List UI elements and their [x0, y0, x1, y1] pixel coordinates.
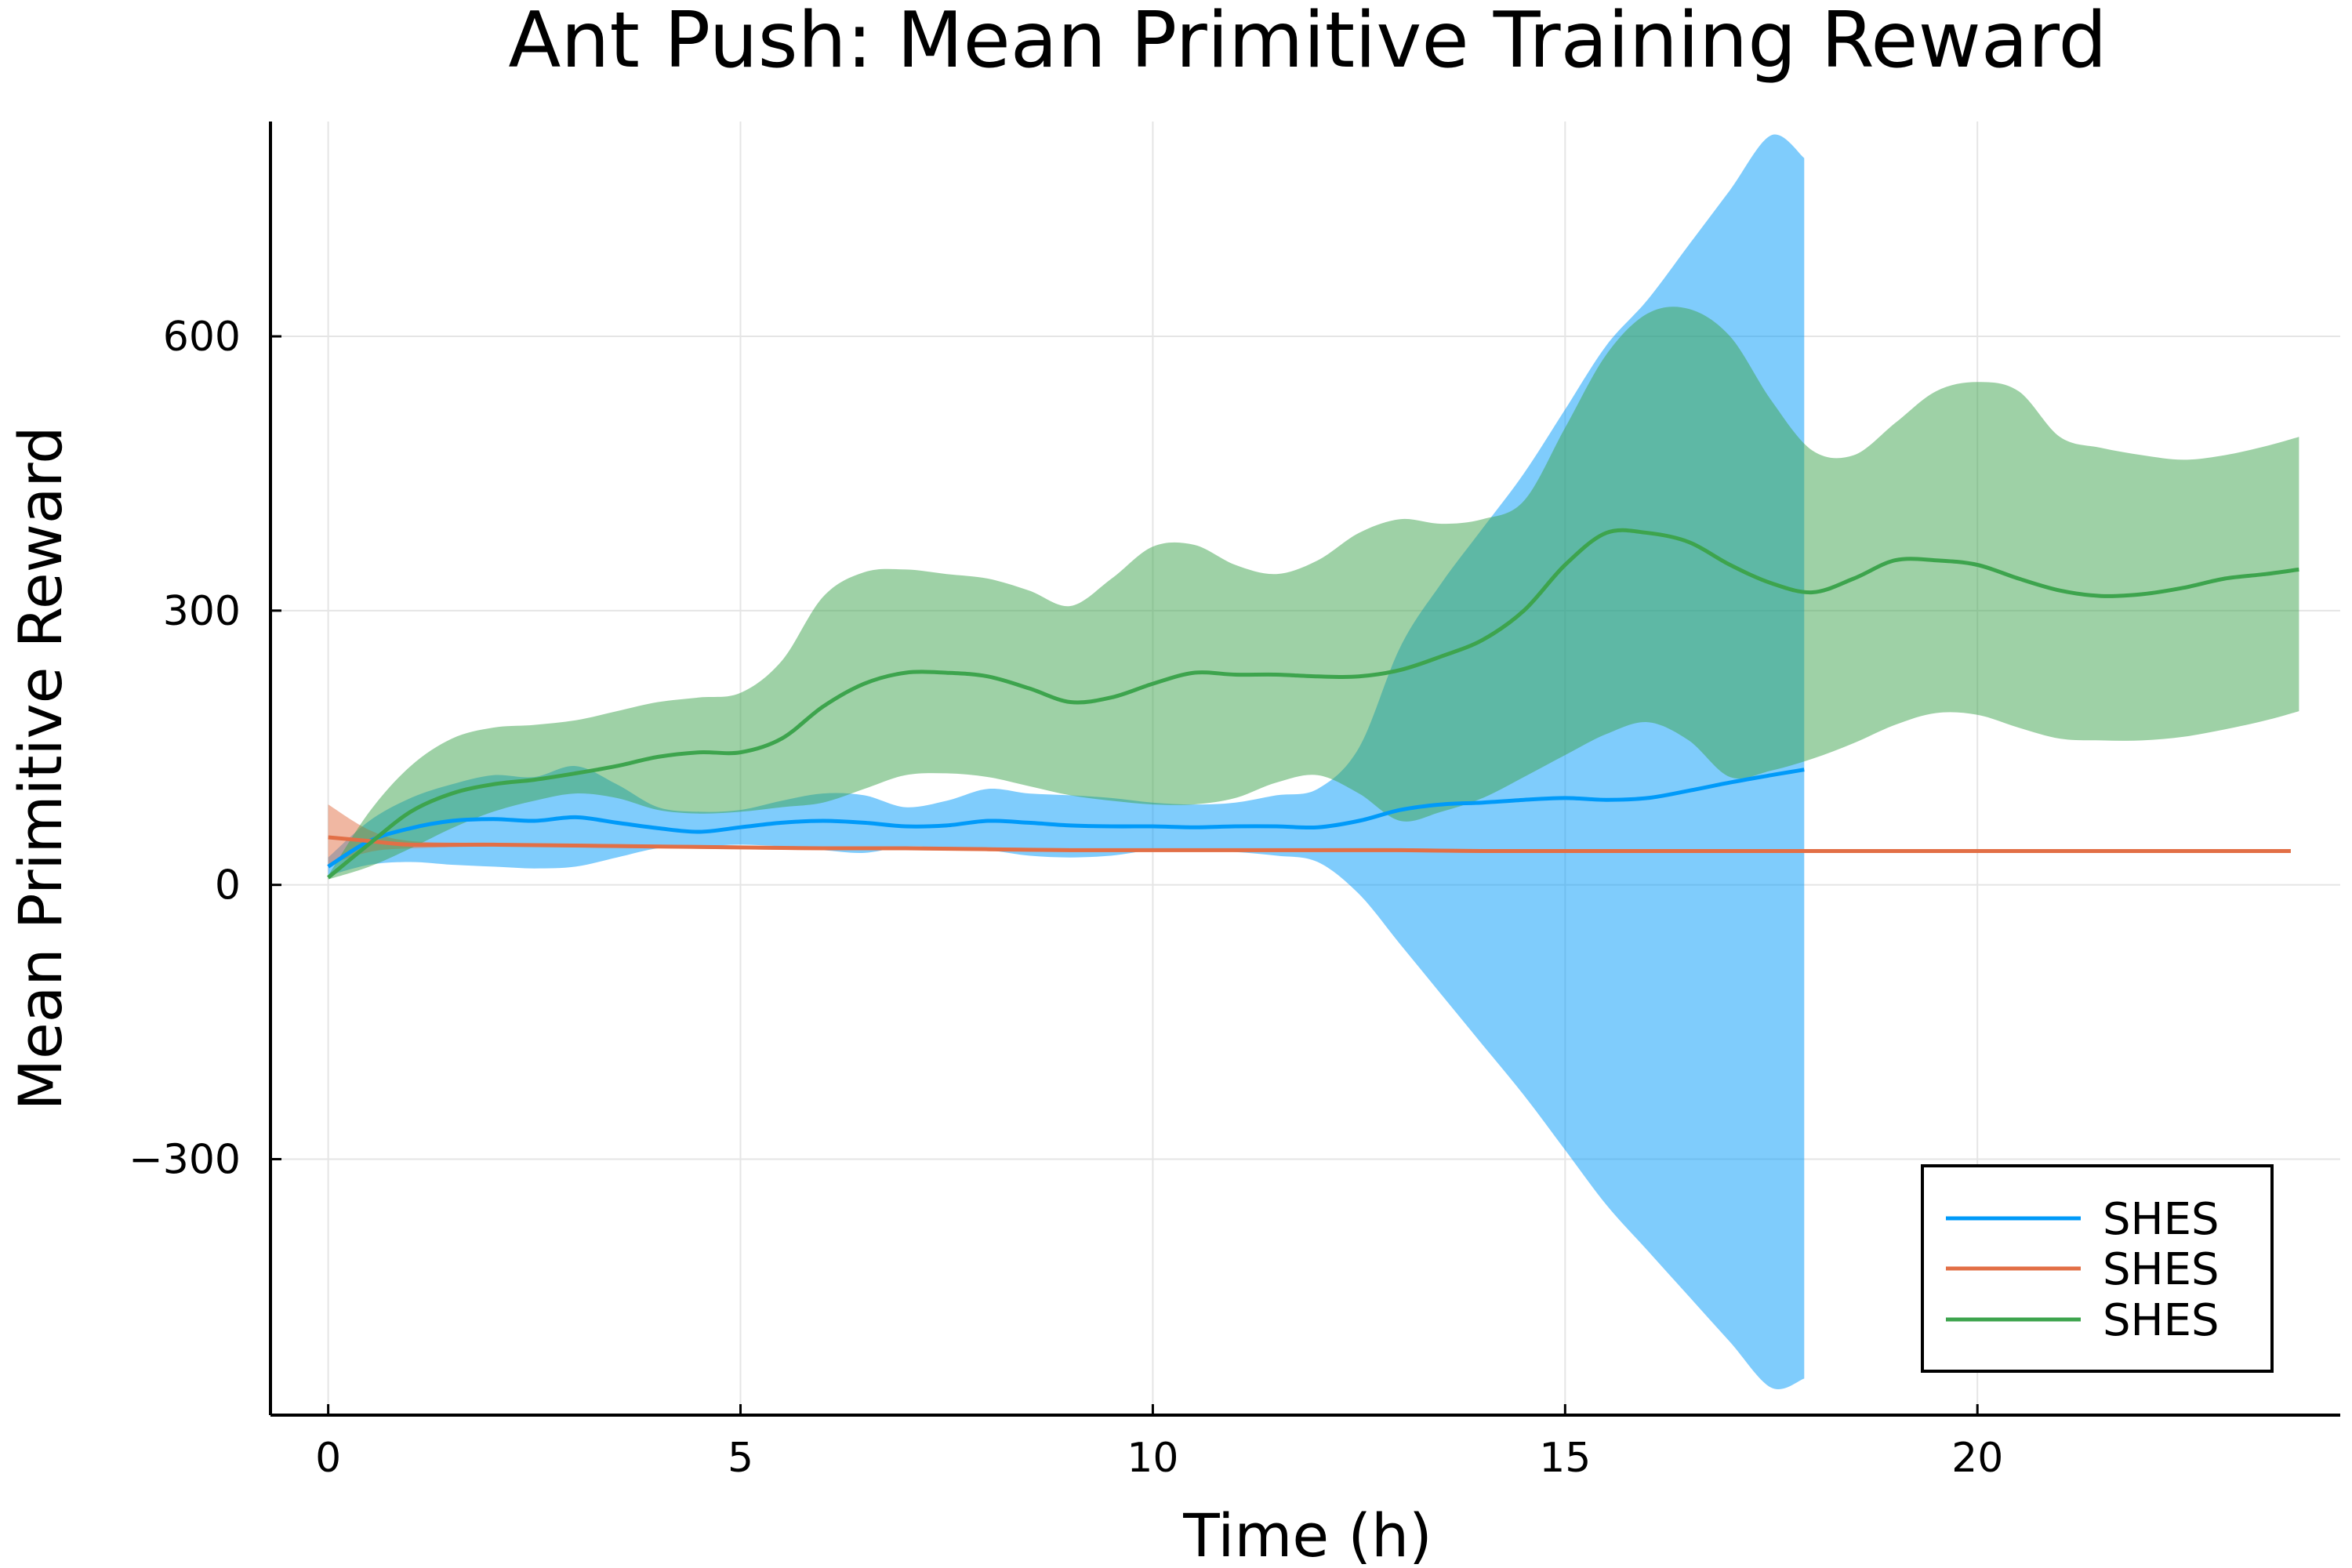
x-tick-label-1: 5 [728, 1435, 753, 1482]
x-axis-label: Time (h) [1182, 1501, 1432, 1568]
x-tick-label-0: 0 [315, 1435, 341, 1482]
legend: SHES SHES SHES [1921, 1164, 2274, 1373]
legend-label-1: SHES [2103, 1194, 2220, 1245]
x-tick-label-4: 20 [1951, 1435, 2003, 1482]
legend-label-2: SHES [2103, 1244, 2220, 1295]
x-tick-label-2: 10 [1127, 1435, 1178, 1482]
x-ticks: 0 5 10 15 20 [315, 1404, 2003, 1482]
y-tick-label-0: −300 [129, 1136, 241, 1183]
x-tick-label-3: 15 [1539, 1435, 1591, 1482]
legend-label-3: SHES [2103, 1295, 2220, 1346]
y-tick-label-1: 0 [215, 862, 241, 909]
y-axis-label: Mean Primitive Reward [5, 426, 75, 1110]
y-ticks: −300 0 300 600 [129, 314, 281, 1183]
series-lines [327, 528, 2299, 880]
line-series-2 [328, 835, 2291, 854]
band-series-3 [328, 307, 2299, 880]
chart-title: Ant Push: Mean Primitive Training Reward [508, 0, 2107, 85]
y-tick-label-3: 600 [163, 314, 241, 361]
line-series-3 [327, 528, 2299, 880]
line-series-1 [327, 768, 1805, 869]
y-tick-label-2: 300 [163, 588, 241, 635]
